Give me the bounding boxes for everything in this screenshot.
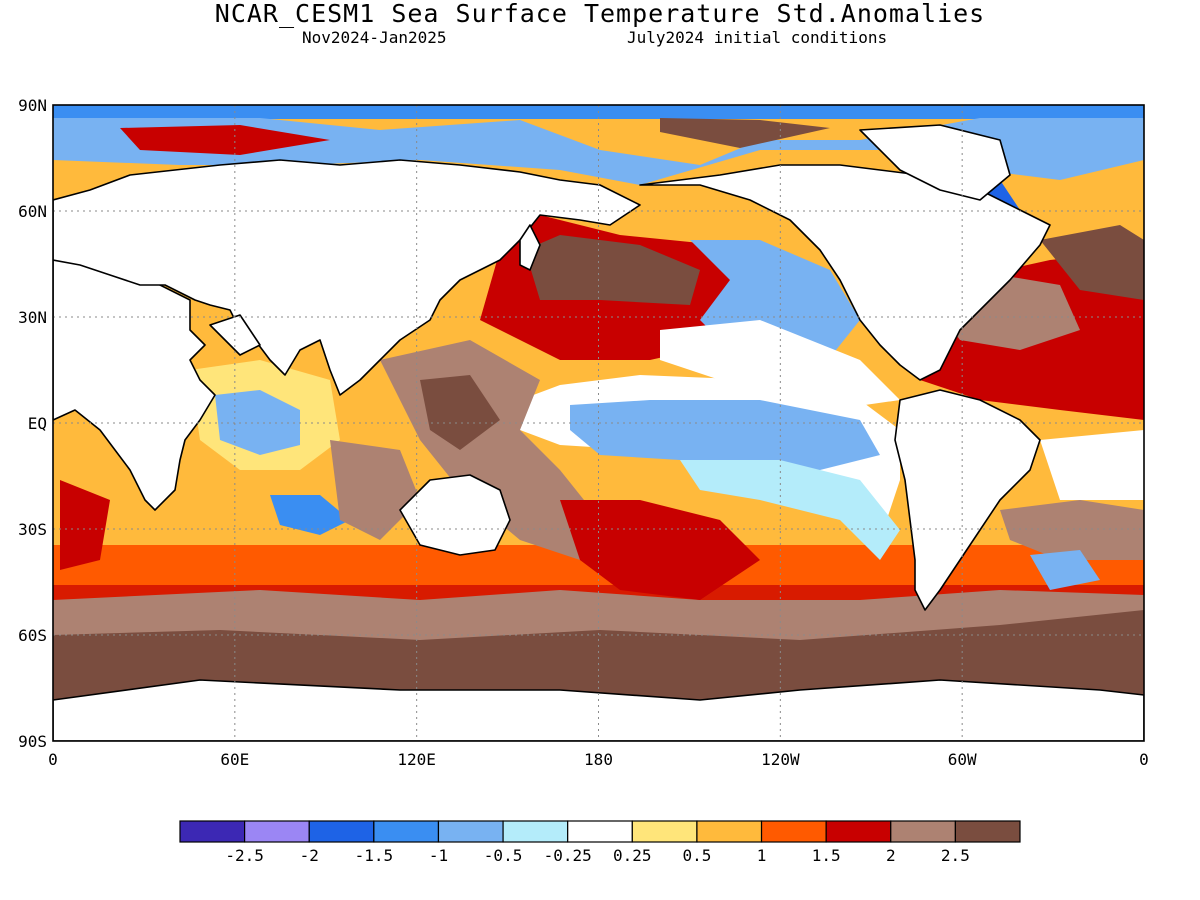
south-america (894, 389, 1041, 611)
lat-label: 60S (18, 626, 47, 645)
arctic-brown-patch (660, 118, 830, 148)
subtropical-pacific-neutral (660, 320, 900, 410)
tropical-atlantic-neutral (1040, 430, 1144, 500)
lon-label: 60E (220, 750, 249, 769)
lat-label: EQ (28, 414, 47, 433)
forecast-period: Nov2024-Jan2025 (302, 28, 447, 47)
lon-label: 0 (1139, 750, 1149, 769)
southern-ocean-brown-band (53, 610, 1144, 700)
lat-label: 30S (18, 520, 47, 539)
colorbar-label: -2.5 (225, 846, 264, 865)
southwest-indian-red (60, 480, 110, 570)
north-america (639, 164, 1051, 381)
colorbar-swatch (954, 820, 1021, 843)
colorbar-swatch (760, 820, 827, 843)
lon-label: 0 (48, 750, 58, 769)
colorbar-swatch (502, 820, 569, 843)
south-pacific-red (560, 500, 760, 600)
colorbar-swatch (631, 820, 698, 843)
warm-pool-brown (420, 375, 500, 450)
lon-label: 120E (397, 750, 436, 769)
colorbar-label: 2 (886, 846, 896, 865)
colorbar-swatch (373, 820, 440, 843)
colorbar-swatch (179, 820, 246, 843)
colorbar-label: 0.5 (682, 846, 711, 865)
colorbar-label: -2 (300, 846, 319, 865)
eurasia (53, 159, 641, 396)
arctic-light-blue (53, 118, 1144, 185)
north-pacific-brown (525, 235, 700, 305)
colorbar-label: 1 (757, 846, 767, 865)
colorbar-swatch (696, 820, 763, 843)
colorbar-label: -0.5 (484, 846, 523, 865)
australia (399, 474, 511, 556)
colorbar-label: -1 (429, 846, 448, 865)
colorbar-label: 1.5 (812, 846, 841, 865)
south-indian-cool (270, 495, 350, 535)
lon-label: 180 (584, 750, 613, 769)
latitude-labels: 90N 60N 30N EQ 30S 60S 90S (18, 96, 47, 751)
colorbar-swatch (437, 820, 504, 843)
lat-label: 60N (18, 202, 47, 221)
lat-label: 30N (18, 308, 47, 327)
graticule (53, 105, 1144, 741)
colorbar-swatch (825, 820, 892, 843)
lon-label: 60W (948, 750, 977, 769)
colorbar-swatch (308, 820, 375, 843)
colorbar-label: -1.5 (355, 846, 394, 865)
lat-label: 90N (18, 96, 47, 115)
colorbar-label: 0.25 (613, 846, 652, 865)
south-atlantic-rosy (1000, 500, 1144, 560)
southeast-pacific-cool (680, 460, 900, 560)
chart-title: NCAR_CESM1 Sea Surface Temperature Std.A… (214, 0, 986, 28)
arctic-red-patch (120, 125, 330, 155)
colorbar-swatch (244, 820, 310, 843)
colorbar-swatch (567, 820, 633, 843)
south-atlantic-cool (1030, 550, 1100, 590)
initial-conditions: July2024 initial conditions (627, 28, 888, 47)
lat-label: 90S (18, 732, 47, 751)
colorbar-labels: -2.5 -2 -1.5 -1 -0.5 -0.25 0.25 0.5 1 1.5 2 2.5 (225, 846, 969, 865)
continents (53, 124, 1144, 741)
northeast-atlantic-brown (1040, 225, 1144, 300)
japan (519, 224, 541, 271)
lon-label: 120W (761, 750, 800, 769)
equatorial-pacific-cool (570, 400, 880, 470)
greenland (859, 124, 1011, 201)
antarctica (53, 679, 1144, 741)
east-indian-warm (330, 440, 420, 540)
colorbar-swatch (890, 820, 956, 843)
longitude-labels: 0 60E 120E 180 120W 60W 0 (48, 750, 1149, 769)
colorbar (179, 820, 1021, 843)
map-frame (52, 104, 1145, 742)
colorbar-label: -0.25 (544, 846, 592, 865)
colorbar-label: 2.5 (941, 846, 970, 865)
